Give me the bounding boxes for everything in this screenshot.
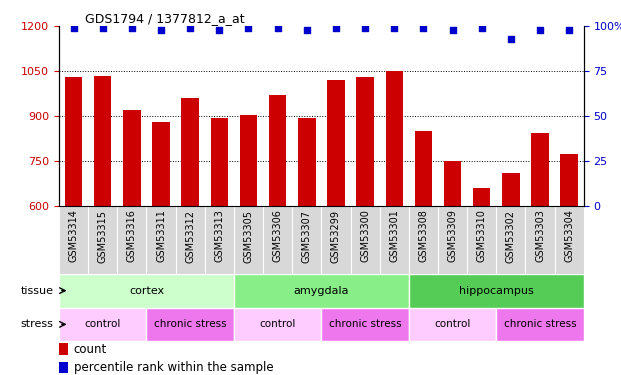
Point: [448, 27, 458, 33]
Point: [185, 25, 195, 31]
Point: [273, 25, 283, 31]
Text: GSM53299: GSM53299: [331, 210, 341, 262]
Text: GSM53300: GSM53300: [360, 210, 370, 262]
Bar: [531, 133, 549, 206]
Text: GSM53315: GSM53315: [97, 210, 107, 262]
Text: GSM53308: GSM53308: [419, 210, 428, 262]
Text: stress: stress: [21, 320, 54, 329]
Bar: [123, 110, 140, 206]
Point: [419, 25, 428, 31]
Bar: [322, 308, 409, 341]
Text: GSM53316: GSM53316: [127, 210, 137, 262]
Bar: [386, 71, 403, 206]
Text: GSM53301: GSM53301: [389, 210, 399, 262]
Point: [127, 25, 137, 31]
Bar: [327, 80, 345, 206]
Bar: [560, 154, 578, 206]
Bar: [473, 188, 491, 206]
Bar: [59, 343, 68, 355]
Point: [68, 25, 78, 31]
Text: GSM53310: GSM53310: [477, 210, 487, 262]
Point: [302, 27, 312, 33]
Text: GSM53306: GSM53306: [273, 210, 283, 262]
Point: [331, 25, 341, 31]
Bar: [444, 161, 461, 206]
Text: control: control: [260, 320, 296, 329]
Bar: [415, 131, 432, 206]
Text: chronic stress: chronic stress: [504, 320, 576, 329]
Text: GSM53311: GSM53311: [156, 210, 166, 262]
Point: [360, 25, 370, 31]
Text: GSM53312: GSM53312: [185, 210, 195, 262]
Point: [214, 27, 224, 33]
Bar: [181, 98, 199, 206]
Text: percentile rank within the sample: percentile rank within the sample: [74, 361, 273, 374]
Bar: [211, 118, 228, 206]
Point: [389, 25, 399, 31]
Text: GSM53307: GSM53307: [302, 210, 312, 262]
Bar: [409, 274, 584, 308]
Text: GSM53309: GSM53309: [448, 210, 458, 262]
Point: [243, 25, 253, 31]
Bar: [94, 76, 111, 206]
Bar: [147, 308, 234, 341]
Text: GSM53303: GSM53303: [535, 210, 545, 262]
Bar: [356, 77, 374, 206]
Point: [506, 36, 516, 42]
Bar: [65, 77, 83, 206]
Bar: [234, 308, 322, 341]
Bar: [59, 274, 234, 308]
Bar: [496, 308, 584, 341]
Text: GSM53313: GSM53313: [214, 210, 224, 262]
Point: [97, 25, 107, 31]
Bar: [59, 362, 68, 374]
Text: amygdala: amygdala: [294, 286, 349, 296]
Bar: [502, 173, 520, 206]
Text: count: count: [74, 342, 107, 355]
Text: GSM53314: GSM53314: [68, 210, 79, 262]
Text: GSM53304: GSM53304: [564, 210, 574, 262]
Bar: [234, 274, 409, 308]
Text: chronic stress: chronic stress: [329, 320, 401, 329]
Text: hippocampus: hippocampus: [459, 286, 533, 296]
Point: [535, 27, 545, 33]
Text: tissue: tissue: [20, 286, 54, 296]
Bar: [152, 122, 170, 206]
Text: control: control: [434, 320, 471, 329]
Bar: [409, 308, 496, 341]
Text: GDS1794 / 1377812_a_at: GDS1794 / 1377812_a_at: [85, 12, 245, 25]
Bar: [298, 118, 315, 206]
Text: GSM53305: GSM53305: [243, 210, 253, 262]
Point: [564, 27, 574, 33]
Text: GSM53302: GSM53302: [506, 210, 516, 262]
Text: chronic stress: chronic stress: [154, 320, 227, 329]
Text: cortex: cortex: [129, 286, 164, 296]
Bar: [240, 115, 257, 206]
Point: [477, 25, 487, 31]
Bar: [269, 95, 286, 206]
Text: control: control: [84, 320, 121, 329]
Bar: [59, 308, 147, 341]
Point: [156, 27, 166, 33]
